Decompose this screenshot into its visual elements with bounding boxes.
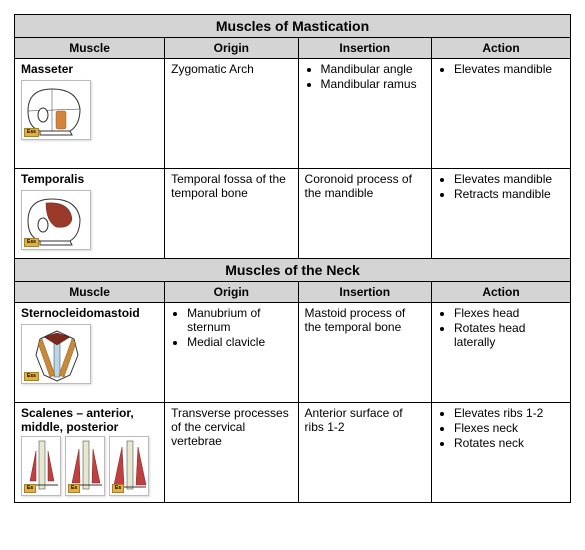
anatomy-thumb-icon: Ess	[21, 80, 91, 140]
list-item: Mandibular ramus	[321, 77, 425, 91]
col-header-muscle: Muscle	[15, 282, 165, 303]
col-header-insertion: Insertion	[298, 38, 431, 59]
thumb-label: Ess	[24, 128, 39, 137]
table-row: Scalenes – anterior, middle, posterior E…	[15, 403, 571, 503]
muscle-name: Temporalis	[21, 172, 158, 186]
section-title: Muscles of Mastication	[15, 15, 571, 38]
section-title: Muscles of the Neck	[15, 259, 571, 282]
muscle-name: Masseter	[21, 62, 158, 76]
thumb-label: Ess	[24, 372, 39, 381]
action-cell: Flexes head Rotates head laterally	[431, 303, 570, 403]
anatomy-thumb-icon: Ess	[21, 190, 91, 250]
action-cell: Elevates mandible	[431, 59, 570, 169]
col-header-action: Action	[431, 282, 570, 303]
list-item: Flexes head	[454, 306, 564, 320]
table-row: Masseter Ess Zygomatic Arch Mandibular a…	[15, 59, 571, 169]
muscle-cell: Scalenes – anterior, middle, posterior E…	[15, 403, 165, 503]
thumb-label: Es	[68, 484, 80, 493]
thumb-label: Es	[24, 484, 36, 493]
list-item: Rotates neck	[454, 436, 564, 450]
origin-cell: Transverse processes of the cervical ver…	[165, 403, 298, 503]
insertion-cell: Coronoid process of the mandible	[298, 169, 431, 259]
col-header-muscle: Muscle	[15, 38, 165, 59]
list-item: Elevates ribs 1-2	[454, 406, 564, 420]
anatomy-thumb-icon: Es	[109, 436, 149, 496]
muscle-cell: Temporalis Ess	[15, 169, 165, 259]
list-item: Manubrium of sternum	[187, 306, 291, 334]
muscle-cell: Sternocleidomastoid Ess	[15, 303, 165, 403]
insertion-cell: Mastoid process of the temporal bone	[298, 303, 431, 403]
muscle-chart-table: Muscles of Mastication Muscle Origin Ins…	[14, 14, 571, 503]
list-item: Medial clavicle	[187, 335, 291, 349]
thumb-label: Es	[112, 484, 124, 493]
origin-cell: Manubrium of sternum Medial clavicle	[165, 303, 298, 403]
muscle-name: Sternocleidomastoid	[21, 306, 158, 320]
muscle-cell: Masseter Ess	[15, 59, 165, 169]
list-item: Retracts mandible	[454, 187, 564, 201]
col-header-origin: Origin	[165, 282, 298, 303]
insertion-cell: Anterior surface of ribs 1-2	[298, 403, 431, 503]
anatomy-thumb-icon: Es	[21, 436, 61, 496]
anatomy-thumb-icon: Es	[65, 436, 105, 496]
col-header-origin: Origin	[165, 38, 298, 59]
anatomy-thumb-icon: Ess	[21, 324, 91, 384]
action-cell: Elevates mandible Retracts mandible	[431, 169, 570, 259]
list-item: Rotates head laterally	[454, 321, 564, 349]
insertion-cell: Mandibular angle Mandibular ramus	[298, 59, 431, 169]
action-cell: Elevates ribs 1-2 Flexes neck Rotates ne…	[431, 403, 570, 503]
col-header-action: Action	[431, 38, 570, 59]
thumb-label: Ess	[24, 238, 39, 247]
muscle-name: Scalenes – anterior, middle, posterior	[21, 406, 158, 434]
list-item: Mandibular angle	[321, 62, 425, 76]
list-item: Elevates mandible	[454, 62, 564, 76]
table-row: Temporalis Ess Temporal fossa of the tem…	[15, 169, 571, 259]
list-item: Elevates mandible	[454, 172, 564, 186]
list-item: Flexes neck	[454, 421, 564, 435]
col-header-insertion: Insertion	[298, 282, 431, 303]
origin-cell: Zygomatic Arch	[165, 59, 298, 169]
origin-cell: Temporal fossa of the temporal bone	[165, 169, 298, 259]
table-row: Sternocleidomastoid Ess Manubrium of ste…	[15, 303, 571, 403]
